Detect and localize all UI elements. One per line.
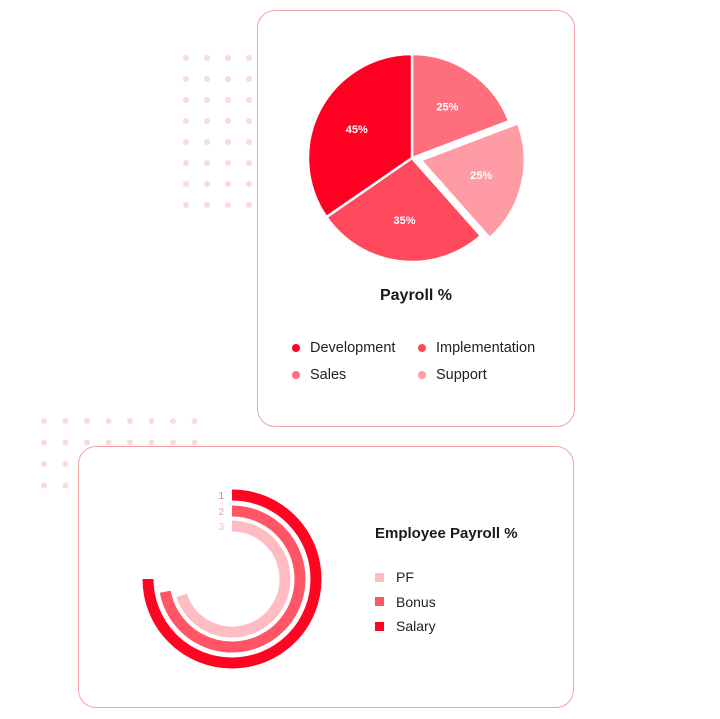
decorative-dot <box>105 418 112 424</box>
legend-label: Bonus <box>396 593 436 610</box>
decorative-dot <box>225 97 231 103</box>
decorative-dot <box>246 118 252 124</box>
decorative-dot <box>191 439 198 446</box>
decorative-dot <box>246 202 252 208</box>
decorative-dot <box>225 55 231 61</box>
employee-payroll-radial-chart: 1 2 3 <box>142 489 322 669</box>
decorative-dot <box>246 55 252 61</box>
decorative-dot <box>84 418 90 424</box>
dot-grid-top <box>183 55 252 208</box>
pie-slice-support[interactable] <box>418 121 526 240</box>
legend-item-support[interactable]: Support <box>418 367 487 383</box>
decorative-dot <box>62 439 69 446</box>
decorative-dot <box>62 461 69 467</box>
decorative-dot <box>84 439 90 446</box>
decorative-dot <box>183 181 189 187</box>
decorative-dot <box>62 418 69 424</box>
decorative-dot <box>183 202 189 208</box>
decorative-dot <box>183 76 189 82</box>
decorative-dot <box>204 160 210 166</box>
decorative-dot <box>105 439 112 446</box>
radial-bar-bonus[interactable] <box>159 505 306 653</box>
legend-marker <box>418 344 426 352</box>
pie-slice-implementation[interactable] <box>324 156 483 264</box>
decorative-dot <box>41 482 47 489</box>
legend-item-salary[interactable]: Salary <box>375 614 436 639</box>
decorative-dot <box>148 418 155 424</box>
decorative-dot <box>41 439 47 446</box>
decorative-dot <box>41 418 47 424</box>
legend-item-pf[interactable]: PF <box>375 565 436 590</box>
legend-item-development[interactable]: Development <box>292 340 395 356</box>
decorative-dot <box>204 118 210 124</box>
decorative-dot <box>183 139 189 145</box>
legend-label: PF <box>396 569 414 586</box>
decorative-dot <box>204 76 210 82</box>
decorative-dot <box>183 118 189 124</box>
decorative-dot <box>41 461 47 467</box>
legend-marker <box>375 597 384 607</box>
decorative-dot <box>62 482 69 489</box>
ring-label: 1 <box>218 491 224 502</box>
decorative-dot <box>127 418 133 424</box>
decorative-dot <box>191 418 198 424</box>
legend-marker <box>418 371 426 379</box>
decorative-dot <box>204 97 210 103</box>
decorative-dot <box>204 55 210 61</box>
legend-label: Support <box>436 367 487 383</box>
legend-marker <box>375 572 384 582</box>
legend-label: Salary <box>396 618 436 635</box>
decorative-dot <box>170 418 176 424</box>
radial-chart-title: Employee Payroll % <box>375 525 518 542</box>
decorative-dot <box>246 76 252 82</box>
pie-value-label: 25% <box>436 102 458 114</box>
pie-slice-sales[interactable] <box>410 52 511 160</box>
decorative-dot <box>225 181 231 187</box>
decorative-dot <box>246 160 252 166</box>
legend-item-bonus[interactable]: Bonus <box>375 590 436 615</box>
decorative-dot <box>204 181 210 187</box>
legend-label: Sales <box>310 367 347 383</box>
radial-legend: PF Bonus Salary <box>375 565 436 639</box>
payroll-pie-card: 25% 25% 35% 45% Payroll % Development Implem… <box>257 10 575 427</box>
pie-slice-development[interactable] <box>306 52 414 219</box>
ring-label: 2 <box>218 507 224 518</box>
pie-chart-title: Payroll % <box>379 287 453 304</box>
decorative-dot <box>225 118 231 124</box>
legend-label: Development <box>310 340 396 356</box>
pie-value-label: 35% <box>393 215 415 227</box>
legend-marker <box>292 371 300 379</box>
decorative-dot <box>225 160 231 166</box>
ring-label: 3 <box>218 522 224 533</box>
decorative-dot <box>170 439 176 446</box>
legend-marker <box>292 344 300 352</box>
decorative-dot <box>148 439 155 446</box>
pie-value-label: 45% <box>346 124 368 136</box>
decorative-dot <box>204 202 210 208</box>
decorative-dot <box>246 181 252 187</box>
decorative-dot <box>183 97 189 103</box>
decorative-dot <box>204 139 210 145</box>
pie-value-label: 25% <box>470 170 492 182</box>
decorative-dot <box>246 97 252 103</box>
decorative-dot <box>225 202 231 208</box>
decorative-dot <box>225 139 231 145</box>
legend-marker <box>375 621 384 631</box>
decorative-dot <box>127 439 133 446</box>
decorative-dot <box>225 76 231 82</box>
legend-item-implementation[interactable]: Implementation <box>418 340 535 356</box>
decorative-dot <box>183 160 189 166</box>
decorative-dot <box>246 139 252 145</box>
employee-payroll-card: 1 2 3 Employee Payroll % PF Bonus Salary <box>78 446 574 708</box>
payroll-pie-chart: 25% 25% 35% 45% <box>306 52 526 264</box>
legend-item-sales[interactable]: Sales <box>292 367 346 383</box>
radial-bar-pf[interactable] <box>176 520 291 638</box>
radial-bar-salary[interactable] <box>142 489 322 669</box>
legend-label: Implementation <box>436 340 536 356</box>
decorative-dot <box>183 55 189 61</box>
